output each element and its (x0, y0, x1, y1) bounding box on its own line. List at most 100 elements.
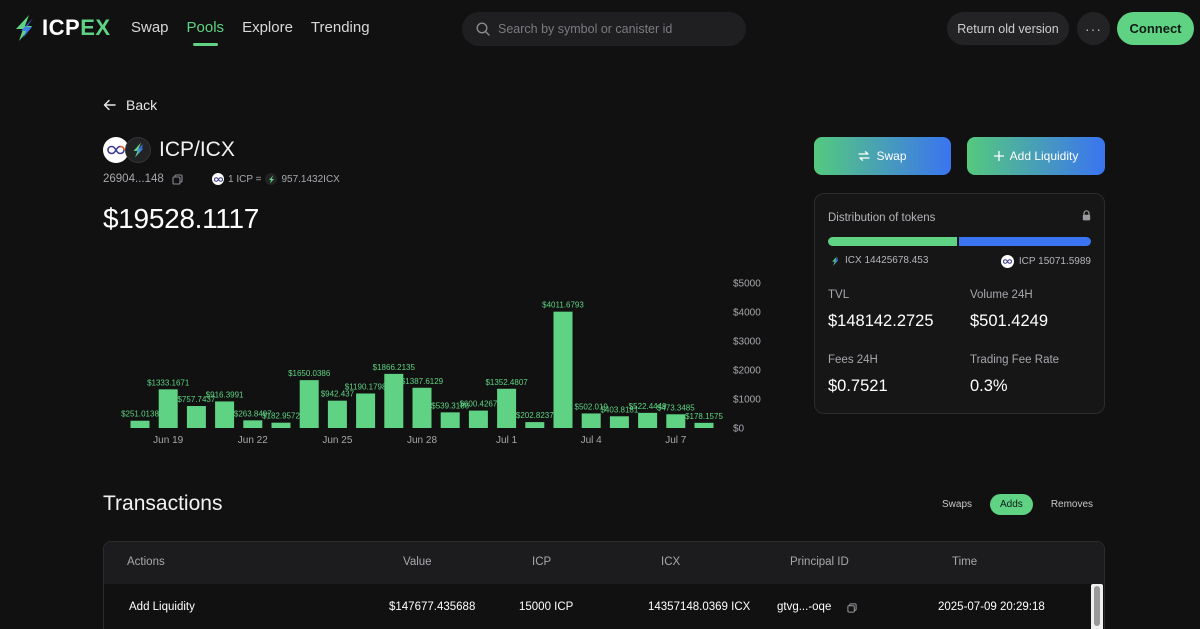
chart-bar-jul-4[interactable] (581, 413, 601, 428)
bar-value-label: $1333.1671 (147, 378, 190, 387)
header: ICPEX Swap Pools Explore Trending Return… (0, 0, 1200, 58)
bar-value-label: $403.8181 (600, 405, 638, 414)
icp-amount: ICP 15071.5989 (1018, 256, 1091, 267)
cell-icx: 14357148.0369 ICX (648, 601, 751, 613)
y-tick-label: $0 (733, 424, 745, 435)
nav-explore[interactable]: Explore (242, 19, 293, 36)
cell-action: Add Liquidity (129, 601, 195, 613)
bar-value-label: $4011.6793 (542, 301, 584, 310)
logo-bolt-icon (16, 15, 33, 41)
chart-bar-jul-7[interactable] (666, 414, 686, 428)
return-old-version-button[interactable]: Return old version (947, 12, 1069, 45)
transactions-table: Actions Value ICP ICX Principal ID Time … (103, 541, 1105, 629)
tvl-label: TVL (828, 289, 850, 301)
icp-mini-icon (212, 173, 224, 185)
chart-bar-jul-1[interactable] (497, 388, 517, 428)
chart-bar-jun-22[interactable] (243, 420, 263, 428)
fees-value: $0.7521 (828, 377, 888, 395)
table-header: Actions Value ICP ICX Principal ID Time (104, 542, 1104, 584)
x-tick-label: Jun 22 (238, 435, 268, 446)
pool-price: $19528.1117 (103, 203, 260, 234)
pair-icons (103, 137, 151, 163)
chart-bar-jun-25[interactable] (327, 400, 347, 428)
nav-pools[interactable]: Pools (186, 19, 225, 46)
chart-bar-jun-27[interactable] (384, 373, 404, 428)
y-tick-label: $1000 (733, 395, 761, 406)
volume-label: Volume 24H (970, 289, 1033, 301)
x-tick-label: Jun 19 (153, 435, 183, 446)
chart-bar-jun-18[interactable] (130, 420, 150, 428)
fees-label: Fees 24H (828, 354, 878, 366)
col-time: Time (952, 556, 978, 568)
chart-bar-jun-20[interactable] (186, 406, 206, 428)
table-row[interactable]: Add Liquidity $147677.435688 15000 ICP 1… (104, 584, 1104, 629)
search-icon (476, 22, 490, 36)
pair-id-text: 26904...148 (103, 173, 164, 185)
search-bar[interactable] (462, 12, 746, 46)
add-liquidity-button[interactable]: Add Liquidity (967, 137, 1105, 175)
add-liquidity-label: Add Liquidity (1009, 149, 1079, 163)
chart-bar-jul-8[interactable] (694, 422, 714, 428)
transactions-title: Transactions (103, 492, 223, 515)
bar-value-label: $1650.0386 (288, 369, 331, 378)
copy-icon[interactable] (172, 173, 183, 185)
chart-bar-jun-28[interactable] (412, 387, 432, 428)
swap-arrows-icon (858, 151, 871, 161)
fee-rate-label: Trading Fee Rate (970, 354, 1060, 366)
bar-value-label: $182.9572 (262, 412, 300, 421)
bar-value-label: $916.3991 (206, 390, 244, 399)
bar-value-label: $202.8237 (516, 411, 554, 420)
chart-bar-jun-21[interactable] (215, 401, 235, 428)
bar-value-label: $1866.2135 (373, 363, 416, 372)
more-menu-button[interactable]: ··· (1077, 12, 1110, 45)
chart-bar-jun-23[interactable] (271, 422, 291, 428)
chart-bar-jun-30[interactable] (468, 410, 488, 428)
table-scrollbar[interactable] (1091, 584, 1103, 629)
cell-principal[interactable]: gtvg...-oqe (777, 601, 832, 613)
icp-share-bar (958, 237, 1091, 246)
filter-adds[interactable]: Adds (990, 494, 1033, 515)
nav-trending[interactable]: Trending (310, 19, 370, 36)
filter-swaps[interactable]: Swaps (942, 499, 973, 510)
bar-value-label: $522.4449 (629, 402, 667, 411)
nav-swap[interactable]: Swap (131, 19, 169, 36)
search-input[interactable] (498, 22, 728, 36)
x-tick-label: Jul 1 (496, 435, 518, 446)
swap-button[interactable]: Swap (814, 137, 951, 175)
back-label: Back (126, 97, 158, 113)
swap-button-label: Swap (876, 149, 907, 163)
chart-bar-jul-3[interactable] (553, 311, 573, 428)
chart-bar-jun-29[interactable] (440, 412, 460, 428)
col-icp: ICP (532, 556, 552, 568)
transaction-filters: Swaps Adds Removes (932, 494, 1103, 515)
logo[interactable]: ICPEX (12, 14, 111, 42)
pool-stats-panel: Distribution of tokens ICX 14425678.453 … (814, 193, 1105, 414)
icp-distribution: ICP 15071.5989 (1000, 255, 1091, 268)
back-button[interactable]: Back (103, 97, 157, 113)
cell-time: 2025-07-09 20:29:18 (938, 601, 1045, 613)
scrollbar-thumb[interactable] (1094, 586, 1100, 626)
bar-value-label: $757.7437 (177, 395, 215, 404)
icp-small-icon (1000, 255, 1014, 268)
volume-bar-chart: $0 $1000 $2000 $3000 $4000 $5000 $251.0138 $133… (121, 279, 761, 447)
chart-bar-jun-24[interactable] (299, 380, 319, 428)
pair-title: ICP/ICX (159, 138, 235, 161)
copy-principal-icon[interactable] (847, 603, 857, 613)
connect-button[interactable]: Connect (1117, 12, 1194, 45)
bar-value-label: $251.0138 (121, 410, 159, 419)
exchange-rate: 1 ICP = 957.1432ICX (212, 173, 340, 185)
col-value: Value (403, 556, 432, 568)
y-tick-label: $5000 (733, 279, 761, 290)
icx-small-icon (832, 255, 838, 266)
col-actions: Actions (127, 556, 165, 568)
logo-text: ICPEX (42, 15, 111, 40)
chart-bar-jun-19[interactable] (158, 389, 178, 428)
icx-amount: ICX 14425678.453 (845, 255, 929, 266)
chart-bar-jul-6[interactable] (638, 412, 658, 428)
y-tick-label: $4000 (733, 308, 761, 319)
filter-removes[interactable]: Removes (1050, 499, 1094, 510)
x-tick-label: Jun 25 (322, 435, 352, 446)
chart-bar-jun-26[interactable] (356, 393, 376, 428)
chart-bar-jul-2[interactable] (525, 422, 545, 428)
chart-bar-jul-5[interactable] (609, 416, 629, 428)
